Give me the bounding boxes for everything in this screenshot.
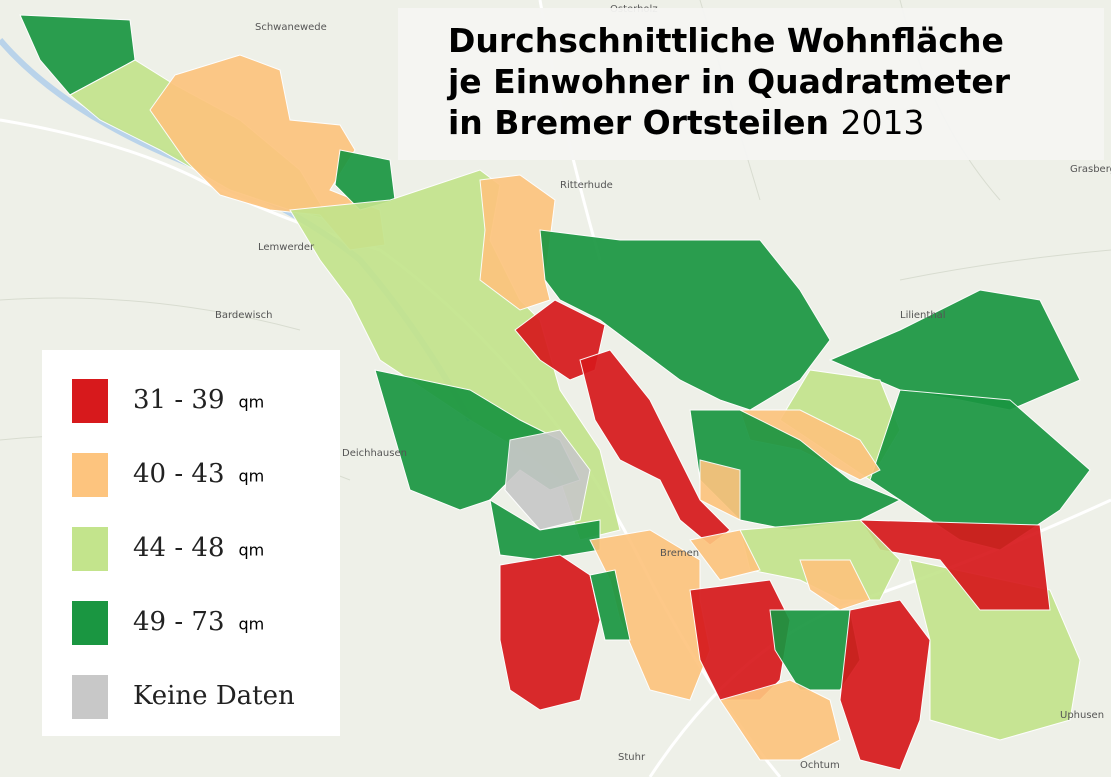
district — [499, 554, 601, 711]
legend-unit: qm — [238, 393, 264, 412]
title-line: Durchschnittliche Wohnfläche — [448, 21, 1004, 60]
title-year: 2013 — [841, 103, 925, 142]
district — [479, 174, 556, 311]
legend-label: Keine Daten — [133, 681, 295, 711]
place-label: Bremen — [660, 548, 699, 559]
place-label: Bardewisch — [215, 310, 272, 321]
legend-swatch — [72, 453, 108, 497]
place-label: Deichhausen — [342, 448, 407, 459]
title-line: in Bremer Ortsteilen 2013 — [448, 103, 925, 142]
legend-swatch — [72, 527, 108, 571]
district — [689, 529, 761, 581]
district — [799, 559, 871, 611]
legend-label: 40 - 43 — [133, 459, 224, 489]
legend-label: 44 - 48 — [133, 533, 224, 563]
title-panel — [398, 8, 1104, 160]
district — [589, 569, 631, 641]
district — [719, 679, 841, 761]
legend-label: 49 - 73 — [133, 607, 224, 637]
place-label: Stuhr — [618, 752, 646, 763]
legend-swatch — [72, 379, 108, 423]
title-line: in Bremer Ortsteilen — [448, 103, 829, 142]
districts — [19, 14, 1091, 771]
district — [504, 429, 591, 531]
title-line: je Einwohner in Quadratmeter — [446, 62, 1011, 101]
place-label: Lemwerder — [258, 242, 315, 253]
legend: 31 - 39 qm 40 - 43 qm 44 - 48 qm 49 - 73 qm Kein… — [72, 379, 295, 719]
legend-label: 31 - 39 — [133, 385, 224, 415]
legend-swatch — [72, 601, 108, 645]
legend-swatch — [72, 675, 108, 719]
place-label: Ochtum — [800, 760, 840, 771]
legend-unit: qm — [238, 615, 264, 634]
place-labels: OsterholzSchwanewedeRitterhudeLemwerderB… — [215, 4, 1111, 771]
legend-unit: qm — [238, 467, 264, 486]
district — [699, 459, 741, 521]
place-label: Ritterhude — [560, 180, 613, 191]
place-label: Grasberg — [1070, 164, 1111, 175]
place-label: Schwanewede — [255, 22, 327, 33]
legend-unit: qm — [238, 541, 264, 560]
place-label: Uphusen — [1060, 710, 1104, 721]
district — [839, 599, 931, 771]
place-label: Lilienthal — [900, 310, 946, 321]
